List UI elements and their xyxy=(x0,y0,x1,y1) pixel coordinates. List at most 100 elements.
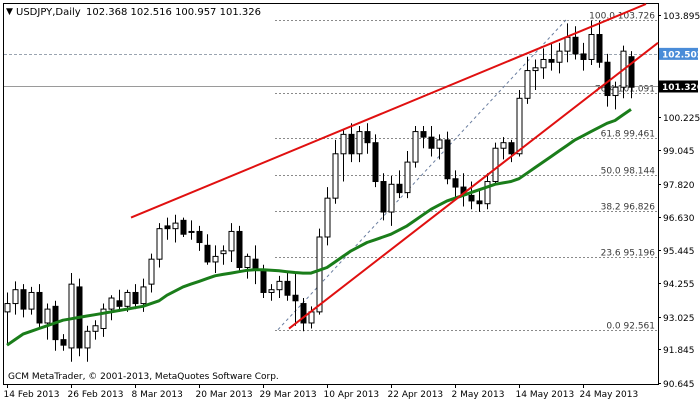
candle-body xyxy=(332,153,339,199)
candle-body xyxy=(300,303,307,324)
time-tick-label: 22 Apr 2013 xyxy=(388,390,444,400)
candle-body xyxy=(124,291,131,307)
time-tick-label: 10 Apr 2013 xyxy=(324,390,380,400)
candle-body xyxy=(36,291,43,324)
candle-body xyxy=(20,289,27,310)
candle-body xyxy=(268,289,275,293)
candle-body xyxy=(324,197,331,238)
candle-body xyxy=(44,308,51,324)
copyright-watermark: GCM MetaTrader, © 2001-2013, MetaQuotes … xyxy=(8,372,279,382)
candle-body xyxy=(244,255,251,269)
candle-body xyxy=(508,142,515,155)
time-tick-label: 24 May 2013 xyxy=(580,390,639,400)
candle-body xyxy=(236,230,243,269)
ma-line xyxy=(6,108,632,347)
price-axis: 103.895 100.225 99.045 97.820 96.630 95.445 94… xyxy=(658,12,700,390)
candle-body xyxy=(604,61,611,97)
price-tick-label: 99.045 xyxy=(663,147,695,157)
chart-info-icon: ▼ xyxy=(6,7,13,17)
time-tick-label: 14 May 2013 xyxy=(516,390,575,400)
price-tick-label: 91.845 xyxy=(663,346,695,356)
candle-body xyxy=(284,280,291,296)
candle-body xyxy=(164,225,171,230)
candle-body xyxy=(516,97,523,155)
candle-body xyxy=(108,297,115,310)
candle-body xyxy=(84,330,91,349)
candle-body xyxy=(228,230,235,252)
candle-body xyxy=(372,142,379,183)
fib-level-label: 61.8 99.461 xyxy=(601,130,655,140)
candle-body xyxy=(396,183,403,194)
candle-body xyxy=(100,308,107,330)
candle-body xyxy=(572,36,579,55)
candle-body xyxy=(140,286,147,305)
candle-body xyxy=(172,222,179,230)
time-tick-label: 8 Mar 2013 xyxy=(132,390,183,400)
time-tick-label: 14 Feb 2013 xyxy=(4,390,60,400)
candle-body xyxy=(596,34,603,63)
candle-body xyxy=(12,289,19,305)
price-tick-label: 90.645 xyxy=(663,380,695,390)
time-tick-label: 2 May 2013 xyxy=(452,390,505,400)
time-tick-label: 29 Mar 2013 xyxy=(260,390,317,400)
ohlc-label: 102.368 102.516 100.957 101.326 xyxy=(86,7,261,18)
candle-body xyxy=(428,136,435,149)
candle-body xyxy=(524,70,531,99)
price-tag-box xyxy=(659,80,698,93)
price-tag-box xyxy=(659,47,698,60)
candle-body xyxy=(116,300,123,307)
candle-body xyxy=(92,325,99,332)
candle-body xyxy=(564,36,571,52)
candle-body xyxy=(404,161,411,194)
fibonacci-levels: 100.0 103.726 76.4 101.091 61.8 99.461 50.0… xyxy=(275,12,658,332)
candle-body xyxy=(156,228,163,260)
candle-body xyxy=(68,283,75,349)
candle-body xyxy=(500,142,507,149)
candlesticks xyxy=(4,20,635,362)
channel-lower-line xyxy=(288,42,659,330)
candle-body xyxy=(628,56,635,88)
candle-body xyxy=(492,147,499,183)
fib-level-label: 38.2 96.826 xyxy=(601,203,656,213)
price-tick-label: 96.630 xyxy=(663,214,695,224)
candle-body xyxy=(180,219,187,235)
candle-body xyxy=(380,181,387,213)
symbol-label: USDJPY,Daily xyxy=(16,7,81,18)
candle-body xyxy=(340,133,347,155)
price-tag-label: 102.502 xyxy=(662,50,700,60)
candle-body xyxy=(548,58,555,63)
candle-body xyxy=(28,291,35,310)
moving-average xyxy=(6,108,632,347)
channel-upper-line xyxy=(130,3,647,219)
candle-body xyxy=(292,294,299,302)
fib-diagonal xyxy=(277,19,567,330)
price-tick-label: 97.820 xyxy=(663,181,695,191)
price-tick-label: 95.445 xyxy=(663,247,695,257)
fib-level-label: 50.0 98.144 xyxy=(601,167,656,177)
candle-body xyxy=(220,250,227,255)
candle-body xyxy=(444,139,451,180)
candle-body xyxy=(148,258,155,285)
price-tick-label: 94.255 xyxy=(663,280,695,290)
candle-body xyxy=(196,230,203,244)
trend-channel xyxy=(130,3,659,330)
candle-body xyxy=(356,131,363,155)
candle-body xyxy=(476,200,483,205)
candle-body xyxy=(452,178,459,188)
candle-body xyxy=(188,230,195,233)
candle-body xyxy=(212,255,219,263)
candle-body xyxy=(388,183,395,213)
candle-body xyxy=(468,194,475,202)
candle-body xyxy=(348,133,355,155)
fib-level-label: 100.0 103.726 xyxy=(589,12,655,22)
candle-body xyxy=(540,58,547,69)
candle-body xyxy=(588,34,595,60)
candle-body xyxy=(580,53,587,60)
candle-body xyxy=(436,139,443,149)
time-axis: 14 Feb 2013 26 Feb 2013 8 Mar 2013 20 Mar 2… xyxy=(4,384,639,400)
candle-body xyxy=(612,86,619,97)
time-tick-label: 26 Feb 2013 xyxy=(68,390,124,400)
fib-level-label: 76.4 101.091 xyxy=(595,85,655,95)
